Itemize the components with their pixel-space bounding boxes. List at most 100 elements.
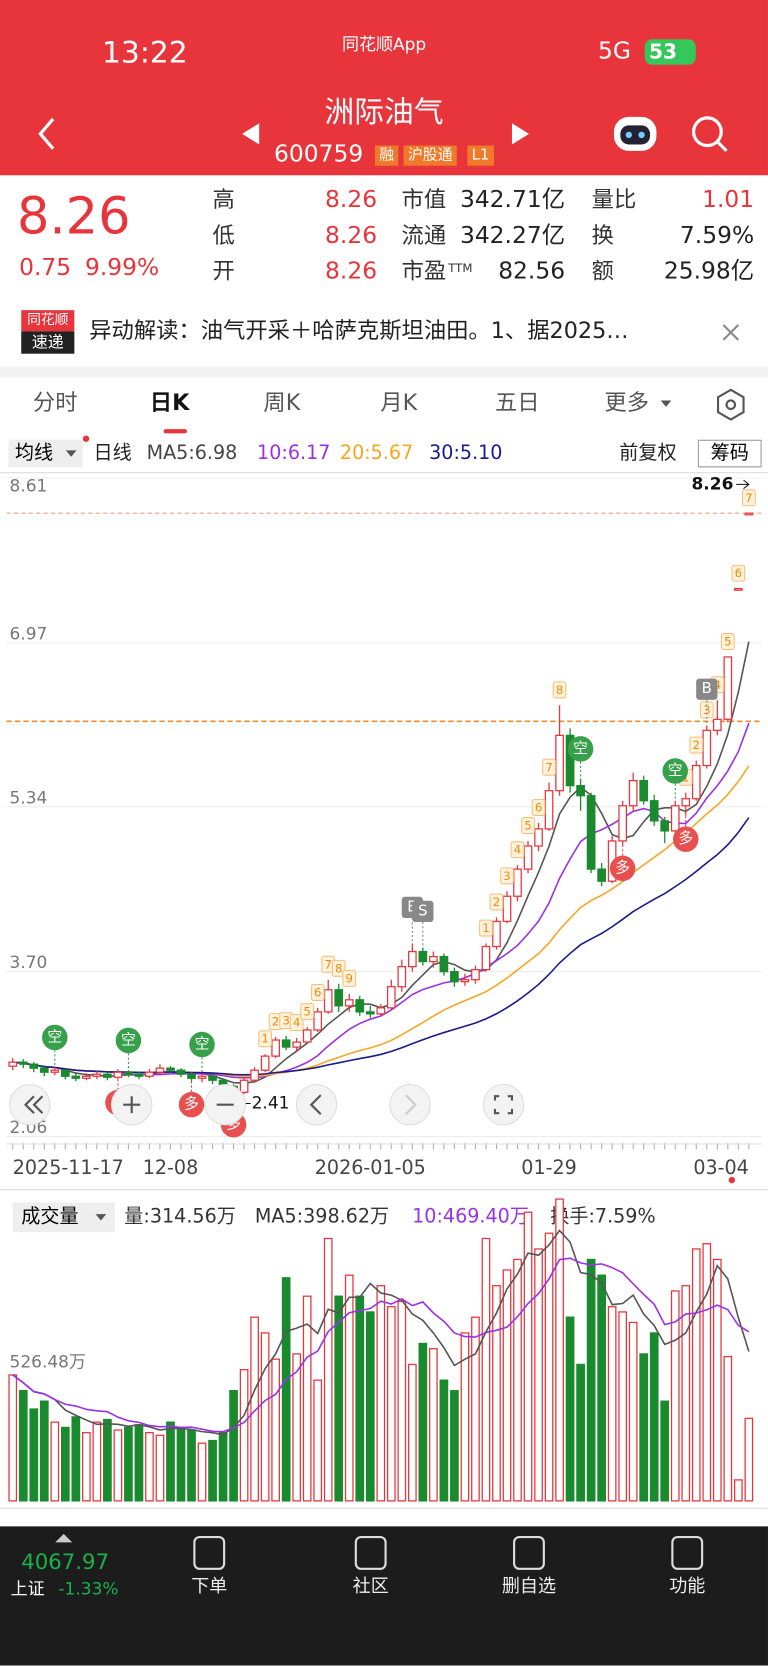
ma-text: 30:5.10: [429, 441, 503, 465]
stat-value: 8.26: [325, 258, 378, 285]
volume-bar: [29, 1408, 39, 1502]
ma-text: 20:5.67: [339, 441, 414, 465]
next-icon[interactable]: [511, 123, 529, 145]
signal-label: 空: [573, 739, 588, 757]
stat-label: 量比: [591, 186, 637, 213]
adjust[interactable]: 前复权: [619, 441, 677, 465]
candle-body: [702, 729, 712, 767]
signal-badge: [696, 678, 718, 700]
candle-body: [166, 1067, 175, 1071]
count-badge: [531, 798, 546, 816]
y-tick-label: 8.61: [10, 476, 48, 496]
tab[interactable]: 周K: [263, 389, 301, 416]
search-icon[interactable]: [692, 116, 728, 152]
candle-body: [429, 955, 438, 963]
chart-control[interactable]: [295, 1083, 338, 1126]
volume-bar: [660, 1400, 670, 1502]
battery: 53: [644, 39, 696, 65]
candle-body: [492, 920, 501, 948]
count-label: 4: [293, 1016, 300, 1030]
tab[interactable]: 分时: [32, 389, 78, 416]
volume-bar: [313, 1379, 323, 1502]
candle-body: [681, 798, 691, 807]
count-label: 5: [724, 635, 731, 649]
tab[interactable]: 五日: [494, 389, 540, 416]
chips-button[interactable]: 筹码: [697, 439, 762, 468]
tag: L1: [467, 145, 494, 166]
candle-body: [92, 1073, 102, 1077]
news-text[interactable]: 异动解读：油气开采＋哈萨克斯坦油田。1、据2025…: [89, 317, 629, 344]
count-label: 8: [556, 683, 563, 697]
candle-body: [376, 1007, 386, 1015]
nav-label[interactable]: 社区: [353, 1576, 389, 1597]
volume-bar: [355, 1295, 365, 1502]
volume-annotation: 换手:7.59%: [550, 1205, 656, 1228]
volume-bar: [187, 1429, 196, 1502]
signal-label: 多: [184, 1095, 199, 1113]
nav-icon[interactable]: [193, 1535, 226, 1570]
volume-bar: [292, 1353, 302, 1502]
volume-bar: [723, 1355, 733, 1502]
tab[interactable]: 更多: [604, 389, 650, 416]
close-icon[interactable]: [722, 324, 739, 341]
signal-label: B: [702, 679, 712, 697]
chart-control[interactable]: [389, 1083, 431, 1126]
candle-body: [744, 512, 754, 516]
signal-badge: [115, 1027, 142, 1054]
volume-bar: [733, 1479, 743, 1502]
candle-body: [113, 1071, 123, 1078]
nav-icon[interactable]: [671, 1535, 704, 1570]
volume-bar: [197, 1442, 207, 1502]
back-icon[interactable]: [38, 117, 55, 150]
tab[interactable]: 日K: [149, 389, 190, 416]
period: 日线: [93, 441, 132, 465]
settings-icon[interactable]: [716, 388, 745, 421]
volume-ma-line: [12, 1229, 750, 1436]
volume-annotation: MA5:398.62万: [254, 1205, 390, 1228]
candle-body: [439, 955, 449, 973]
signal-badge: [662, 758, 688, 784]
nav-icon[interactable]: [513, 1535, 545, 1570]
nav-icon[interactable]: [354, 1535, 387, 1570]
chart-control[interactable]: [482, 1083, 525, 1126]
settings-icon-dot: [725, 399, 737, 411]
price: 8.26: [16, 186, 131, 247]
volume-bar: [250, 1316, 259, 1502]
count-badge: [300, 1003, 315, 1021]
volume-bar: [691, 1248, 701, 1502]
news-badge-bottom: 速递: [21, 331, 75, 354]
stat-label: 开: [212, 258, 235, 284]
candle-body: [639, 779, 649, 802]
candle-body: [281, 1039, 291, 1048]
tab[interactable]: 月K: [380, 389, 418, 416]
candle-body: [71, 1075, 81, 1079]
chart-control[interactable]: [9, 1083, 51, 1126]
count-label: 7: [545, 760, 552, 774]
count-label: 6: [735, 566, 742, 580]
count-badge: [689, 736, 704, 754]
volume-bar: [565, 1316, 575, 1502]
prev-icon[interactable]: [242, 123, 260, 145]
candle-body: [576, 785, 585, 797]
stat-value: 342.71亿: [459, 186, 566, 214]
low-label: 2.41: [252, 1093, 290, 1113]
volume-bar: [471, 1316, 480, 1502]
volume-bar: [218, 1432, 228, 1502]
candle-body: [723, 656, 733, 720]
nav-label[interactable]: 功能: [669, 1576, 705, 1597]
stat-label-sup: TTM: [448, 261, 473, 276]
stat-value: 25.98亿: [663, 258, 755, 285]
candle-body: [407, 950, 417, 968]
candle-body: [60, 1069, 70, 1077]
candle-body: [8, 1061, 18, 1067]
nav-label[interactable]: 删自选: [502, 1576, 556, 1597]
robot-icon[interactable]: [613, 116, 657, 151]
count-label: 8: [335, 961, 342, 975]
arrow-icon: [736, 479, 750, 490]
volume-bar: [155, 1434, 165, 1502]
volume-bar: [60, 1426, 70, 1502]
candle-body: [471, 969, 480, 981]
volume-bar: [208, 1439, 217, 1502]
volume-selector[interactable]: 成交量: [12, 1202, 115, 1233]
nav-label[interactable]: 下单: [191, 1576, 227, 1597]
